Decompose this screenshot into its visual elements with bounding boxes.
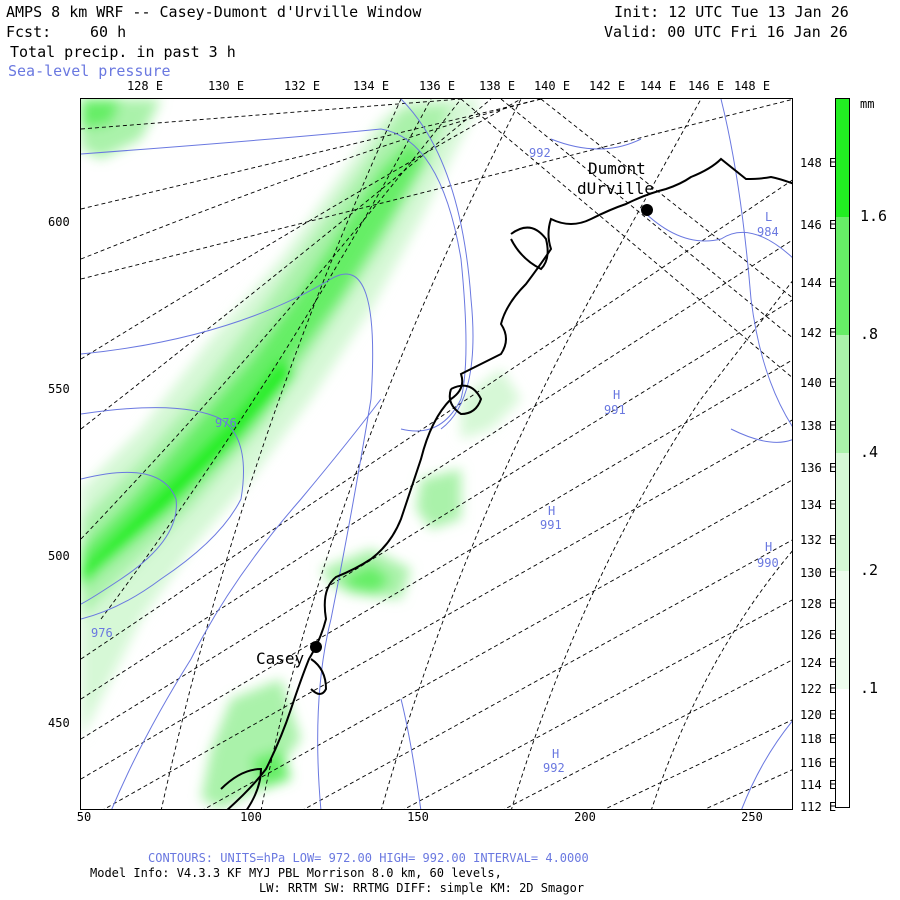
precip-band-light [81, 99, 481, 739]
field-slp-label: Sea-level pressure [8, 62, 171, 80]
pressure-label: 992 [529, 146, 551, 160]
right-lon-label: 130 E [800, 566, 837, 580]
y-tick-label: 500 [48, 549, 70, 563]
right-lon-label: 142 E [800, 326, 837, 340]
colorbar-label: .2 [860, 561, 879, 579]
right-lon-label: 128 E [800, 597, 837, 611]
field-precip-label: Total precip. in past 3 h [10, 43, 236, 61]
map-panel[interactable]: Dumont dUrville Casey 992 976 976 984 99… [80, 98, 793, 810]
model-info: Model Info: V4.3.3 KF MYJ PBL Morrison 8… [90, 866, 502, 880]
right-lon-label: 114 E [800, 778, 837, 792]
right-lon-label: 116 E [800, 756, 837, 770]
physics-info: LW: RRTM SW: RRTMG DIFF: simple KM: 2D S… [259, 881, 585, 895]
pressure-mark-low: L [765, 210, 772, 224]
right-lon-label: 136 E [800, 461, 837, 475]
precip-shading [81, 99, 521, 809]
pressure-label: 991 [604, 403, 626, 417]
station-name: dUrville [577, 179, 654, 198]
pressure-mark-high: H [548, 504, 555, 518]
precip-colorbar [835, 98, 850, 808]
top-lon-label: 148 E [733, 79, 771, 93]
colorbar-segment [836, 217, 849, 335]
right-lon-label: 112 E [800, 800, 837, 814]
pressure-label: 976 [215, 416, 237, 430]
right-lon-label: 132 E [800, 533, 837, 547]
x-tick-label: 150 [407, 810, 429, 824]
right-lon-label: 118 E [800, 732, 837, 746]
coastline [220, 157, 792, 809]
top-lon-label: 142 E [588, 79, 626, 93]
forecast-value: 60 h [90, 23, 127, 41]
station-name: Casey [256, 649, 305, 668]
pressure-label: 991 [540, 518, 562, 532]
top-lon-label: 132 E [283, 79, 321, 93]
right-lon-label: 126 E [800, 628, 837, 642]
top-lon-label: 134 E [352, 79, 390, 93]
precip-south [201, 679, 301, 809]
colorbar-segment [836, 571, 849, 689]
pressure-label: 992 [543, 761, 565, 775]
station-dot-casey [310, 641, 322, 653]
graticule [81, 99, 792, 809]
top-lon-label: 136 E [418, 79, 456, 93]
precip-coastal-2 [416, 469, 461, 529]
x-tick-label: 50 [76, 810, 92, 824]
right-lon-label: 144 E [800, 276, 837, 290]
colorbar-label: 1.6 [860, 207, 888, 225]
pressure-mark-high: H [552, 747, 559, 761]
init-time: Init: 12 UTC Tue 13 Jan 26 [614, 3, 849, 21]
forecast-label: Fcst: [6, 23, 52, 41]
right-lon-label: 134 E [800, 498, 837, 512]
top-lon-label: 140 E [533, 79, 571, 93]
precip-nw-core [81, 99, 121, 129]
colorbar-segment [836, 453, 849, 571]
right-lon-label: 138 E [800, 419, 837, 433]
x-tick-label: 200 [574, 810, 596, 824]
precip-east-coast [461, 369, 521, 439]
pressure-label: 976 [91, 626, 113, 640]
precip-coastal-core [341, 564, 391, 594]
colorbar-segment [836, 99, 849, 217]
right-lon-label: 124 E [800, 656, 837, 670]
station-name: Dumont [588, 159, 646, 178]
pressure-mark-high: H [765, 540, 772, 554]
colorbar-label: .8 [860, 325, 879, 343]
right-lon-label: 122 E [800, 682, 837, 696]
station-dot-dumont [641, 204, 653, 216]
contour-info: CONTOURS: UNITS=hPa LOW= 972.00 HIGH= 99… [148, 851, 589, 865]
x-tick-label: 100 [240, 810, 262, 824]
pressure-contours [81, 99, 792, 809]
top-lon-label: 128 E [126, 79, 164, 93]
x-tick-label: 250 [741, 810, 763, 824]
valid-time: Valid: 00 UTC Fri 16 Jan 26 [604, 23, 848, 41]
map-title: AMPS 8 km WRF -- Casey-Dumont d'Urville … [6, 3, 422, 21]
top-lon-label: 138 E [478, 79, 516, 93]
right-lon-label: 120 E [800, 708, 837, 722]
colorbar-segment [836, 689, 849, 807]
y-tick-label: 450 [48, 716, 70, 730]
top-lon-label: 146 E [687, 79, 725, 93]
right-lon-label: 140 E [800, 376, 837, 390]
y-tick-label: 600 [48, 215, 70, 229]
right-lon-label: 148 E [800, 156, 837, 170]
top-lon-label: 144 E [639, 79, 677, 93]
precip-core [81, 359, 296, 589]
colorbar-label: .4 [860, 443, 879, 461]
pressure-label: 990 [757, 556, 779, 570]
right-lon-label: 146 E [800, 218, 837, 232]
top-lon-label: 130 E [207, 79, 245, 93]
colorbar-segment [836, 335, 849, 453]
pressure-label: 984 [757, 225, 779, 239]
pressure-mark-high: H [613, 388, 620, 402]
y-tick-label: 550 [48, 382, 70, 396]
colorbar-unit: mm [860, 97, 875, 111]
colorbar-label: .1 [860, 679, 879, 697]
